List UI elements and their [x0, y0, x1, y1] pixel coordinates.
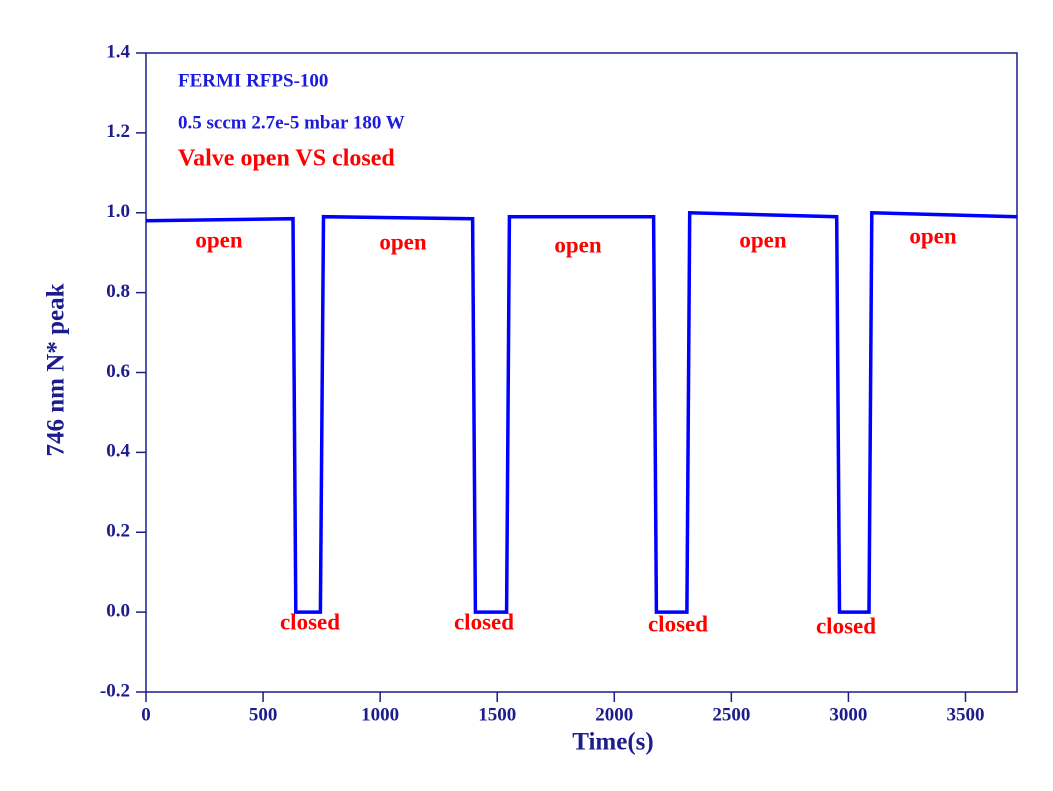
x-tick-label: 3500: [946, 704, 984, 725]
annotation: Valve open VS closed: [178, 146, 395, 172]
y-tick-label: -0.2: [100, 680, 130, 701]
y-axis-label: 746 nm N* peak: [43, 283, 70, 456]
data-line: [145, 211, 1018, 614]
x-axis-label: Time(s): [572, 729, 653, 756]
y-tick-label: 0.2: [106, 521, 130, 542]
y-tick-label: 1.4: [106, 41, 130, 62]
annotation: closed: [280, 609, 340, 634]
y-tick-label: 1.0: [106, 201, 130, 222]
x-tick-label: 3000: [829, 704, 867, 725]
annotation: open: [195, 227, 243, 252]
y-tick-label: 0.0: [106, 600, 130, 621]
y-tick-label: 0.8: [106, 281, 130, 302]
annotation: closed: [454, 609, 514, 634]
annotation: open: [909, 223, 957, 248]
y-tick-label: 0.4: [106, 441, 130, 462]
x-tick-label: 2000: [595, 704, 633, 725]
annotation: open: [739, 227, 787, 252]
x-tick-label: 1000: [361, 704, 399, 725]
y-tick-label: 1.2: [106, 121, 130, 142]
annotation: FERMI RFPS-100: [178, 70, 328, 91]
x-tick-label: 500: [249, 704, 278, 725]
annotation: open: [554, 232, 602, 257]
x-tick-label: 0: [141, 704, 151, 725]
y-tick-label: 0.6: [106, 361, 130, 382]
x-tick-label: 1500: [478, 704, 516, 725]
annotation: closed: [816, 613, 876, 638]
annotation: open: [379, 229, 427, 254]
annotation: 0.5 sccm 2.7e-5 mbar 180 W: [178, 112, 405, 133]
annotation: closed: [648, 611, 708, 636]
x-tick-label: 2500: [712, 704, 750, 725]
